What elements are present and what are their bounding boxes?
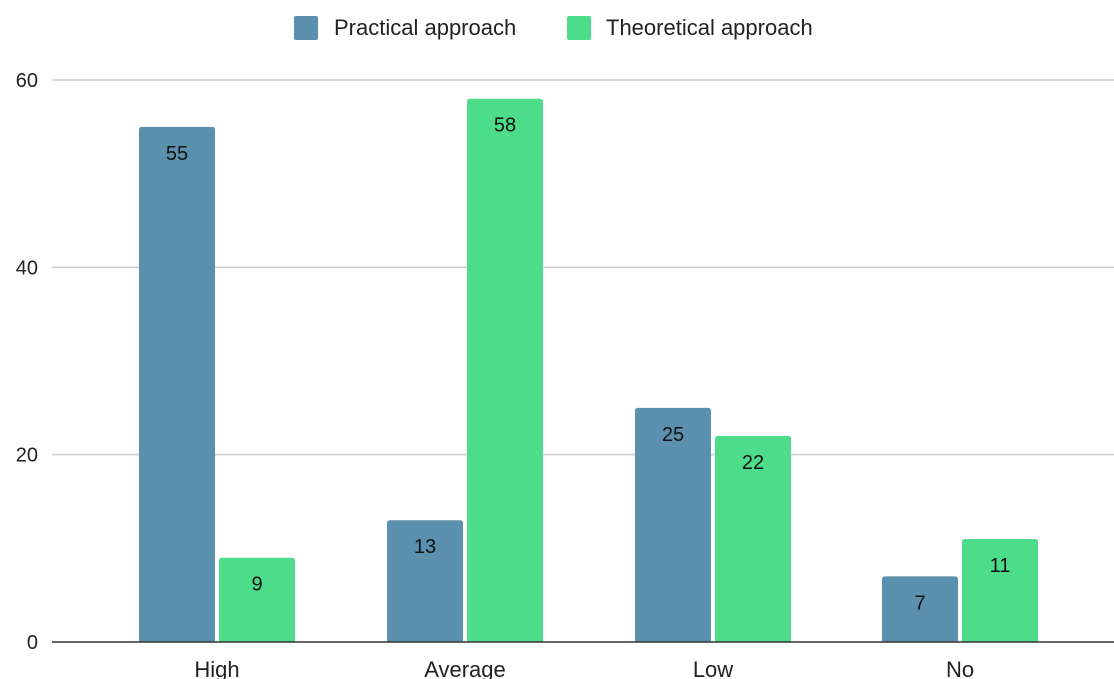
- x-axis-category-labels: High Average Low No: [194, 657, 974, 679]
- y-tick-label: 60: [16, 70, 38, 92]
- bar-practical-approach-high: [139, 126, 215, 643]
- data-label: 55: [166, 143, 188, 165]
- bar-theoretical-approach-low: [715, 435, 791, 642]
- bar-theoretical-approach-no: [962, 538, 1038, 642]
- data-label: 13: [414, 536, 436, 558]
- x-category-label: Low: [693, 657, 733, 679]
- x-category-label: High: [194, 657, 239, 679]
- legend-swatch: [294, 16, 318, 40]
- bar-practical-approach-no: [882, 576, 958, 642]
- bar-practical-approach-low: [635, 407, 711, 642]
- legend: Practical approach Theoretical approach: [294, 15, 813, 40]
- data-labels: 55 9 13 58 25 22 7 11: [166, 115, 1011, 615]
- data-label: 58: [494, 115, 516, 137]
- data-label: 7: [914, 592, 925, 614]
- y-axis-ticks: 0 20 40 60: [16, 70, 38, 654]
- data-label: 22: [742, 452, 764, 474]
- gridlines: [52, 79, 1114, 456]
- legend-label: Practical approach: [334, 15, 516, 40]
- bar-theoretical-approach-high: [219, 557, 295, 642]
- legend-label: Theoretical approach: [606, 15, 813, 40]
- data-label: 25: [662, 424, 684, 446]
- bar-theoretical-approach-average: [467, 98, 543, 642]
- data-label: 9: [251, 574, 262, 596]
- y-tick-label: 0: [27, 632, 38, 654]
- y-tick-label: 40: [16, 257, 38, 279]
- x-category-label: No: [946, 657, 974, 679]
- y-tick-label: 20: [16, 445, 38, 467]
- data-label: 11: [990, 555, 1011, 577]
- bar-practical-approach-average: [387, 520, 463, 642]
- bars: [139, 98, 1038, 643]
- legend-swatch: [567, 16, 591, 40]
- x-category-label: Average: [424, 657, 506, 679]
